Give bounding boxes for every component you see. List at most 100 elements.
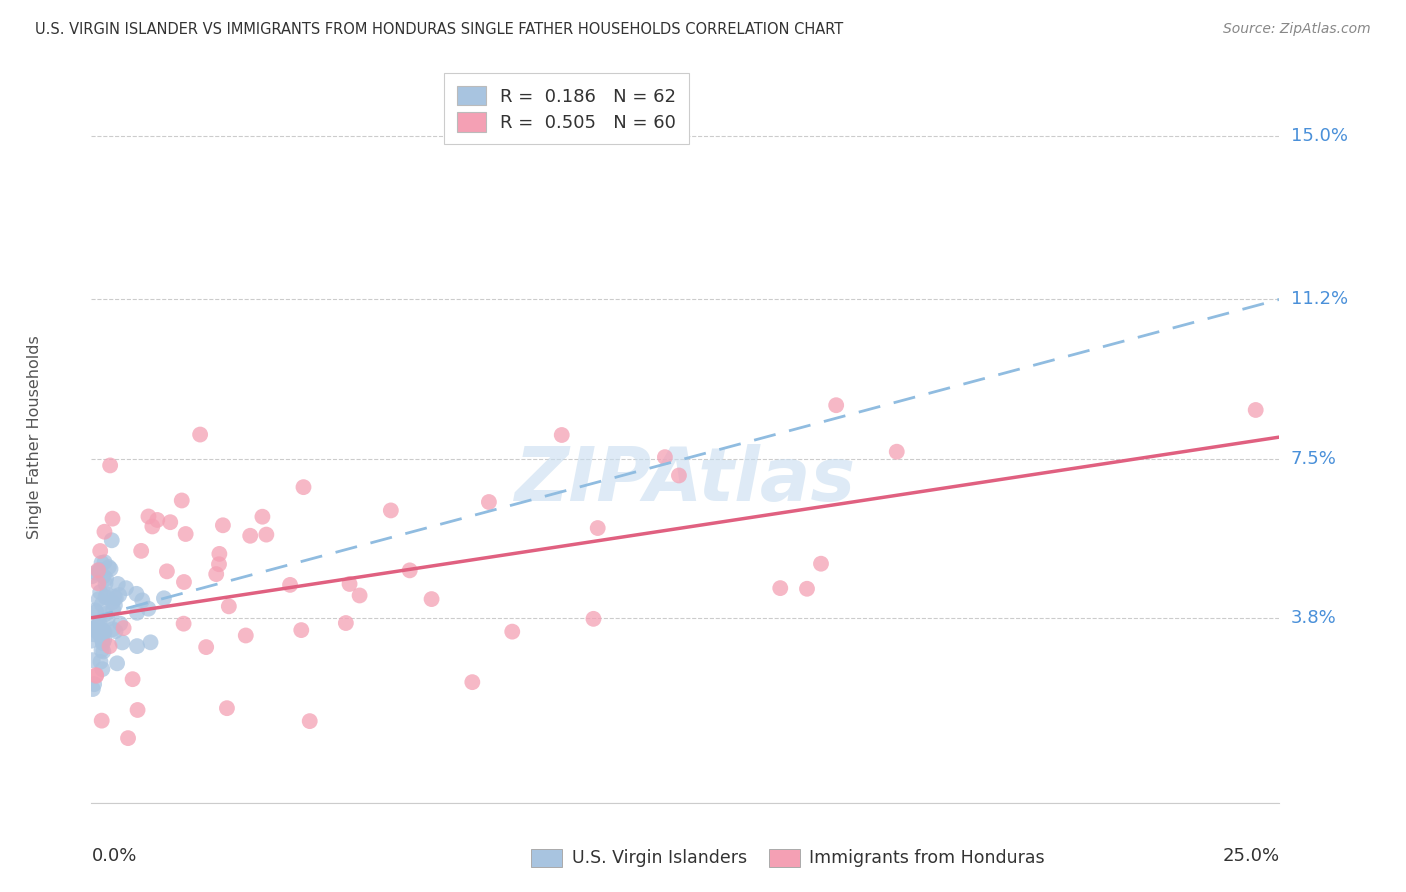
Point — [127, 703, 149, 717]
Text: Single Father Households: Single Father Households — [27, 335, 42, 539]
Point — [212, 518, 235, 533]
Text: 15.0%: 15.0% — [1291, 127, 1347, 145]
Point — [94, 576, 117, 591]
Point — [108, 588, 131, 602]
Point — [252, 509, 274, 524]
Point — [235, 628, 257, 642]
Point — [108, 616, 131, 631]
Point — [89, 624, 111, 639]
Point — [87, 592, 110, 607]
Point — [89, 616, 111, 631]
Point — [173, 574, 195, 589]
Point — [96, 612, 118, 626]
Point — [83, 677, 105, 691]
Point — [103, 603, 125, 617]
Point — [153, 591, 176, 606]
Point — [208, 547, 231, 561]
Point — [398, 563, 420, 577]
Point — [84, 566, 107, 580]
Point — [810, 557, 832, 571]
Point — [138, 509, 160, 524]
Point — [205, 567, 228, 582]
Point — [93, 632, 115, 647]
Point — [239, 529, 262, 543]
Point — [98, 458, 121, 473]
Point — [90, 714, 112, 728]
Point — [80, 569, 103, 583]
Point — [461, 675, 484, 690]
Point — [115, 581, 138, 595]
Point — [91, 624, 114, 639]
Point — [292, 480, 315, 494]
Point — [117, 731, 139, 745]
Point — [156, 565, 179, 579]
Point — [101, 511, 124, 525]
Point — [105, 657, 128, 671]
Point — [91, 662, 114, 676]
Point — [82, 681, 104, 696]
Point — [125, 639, 148, 653]
Text: U.S. Virgin Islanders: U.S. Virgin Islanders — [572, 849, 747, 867]
Point — [93, 524, 115, 539]
Point — [170, 493, 193, 508]
Point — [103, 590, 125, 604]
Point — [769, 581, 792, 595]
Point — [89, 585, 111, 599]
Point — [1244, 403, 1267, 417]
Point — [501, 624, 523, 639]
Point — [91, 623, 114, 637]
Point — [420, 592, 443, 607]
Point — [173, 616, 195, 631]
Point — [82, 627, 104, 641]
Point — [98, 639, 121, 653]
Point — [93, 555, 115, 569]
Point — [93, 625, 115, 640]
Point — [290, 623, 312, 637]
Text: Immigrants from Honduras: Immigrants from Honduras — [810, 849, 1045, 867]
Text: U.S. VIRGIN ISLANDER VS IMMIGRANTS FROM HONDURAS SINGLE FATHER HOUSEHOLDS CORREL: U.S. VIRGIN ISLANDER VS IMMIGRANTS FROM … — [35, 22, 844, 37]
Point — [551, 428, 574, 442]
Point — [278, 578, 301, 592]
Point — [90, 643, 112, 657]
Point — [91, 633, 114, 648]
Point — [125, 606, 148, 620]
Point — [87, 576, 110, 591]
Point — [104, 599, 127, 613]
Point — [141, 519, 163, 533]
Point — [100, 562, 122, 576]
Point — [97, 560, 120, 574]
Point — [87, 625, 110, 640]
Point — [111, 635, 134, 649]
Point — [94, 572, 117, 586]
Point — [84, 668, 107, 682]
Text: 7.5%: 7.5% — [1291, 450, 1337, 467]
Text: 11.2%: 11.2% — [1291, 291, 1348, 309]
Point — [86, 619, 108, 633]
Point — [146, 513, 169, 527]
Point — [93, 569, 115, 583]
Text: ZIPAtlas: ZIPAtlas — [515, 444, 856, 517]
Point — [159, 515, 181, 529]
Point — [174, 527, 197, 541]
Point — [886, 444, 908, 458]
Point — [188, 427, 211, 442]
Text: Source: ZipAtlas.com: Source: ZipAtlas.com — [1223, 22, 1371, 37]
Point — [100, 533, 122, 548]
Point — [218, 599, 240, 614]
Point — [654, 450, 676, 464]
Point — [215, 701, 238, 715]
Point — [668, 468, 690, 483]
Point — [195, 640, 218, 654]
Point — [131, 593, 153, 607]
Point — [335, 615, 357, 630]
Point — [82, 622, 104, 636]
Point — [349, 589, 371, 603]
Text: 0.0%: 0.0% — [91, 847, 136, 864]
Point — [86, 618, 108, 632]
Point — [93, 644, 115, 658]
Point — [94, 590, 117, 604]
Point — [87, 563, 110, 577]
Point — [107, 577, 129, 591]
Point — [254, 527, 277, 541]
Point — [84, 603, 107, 617]
